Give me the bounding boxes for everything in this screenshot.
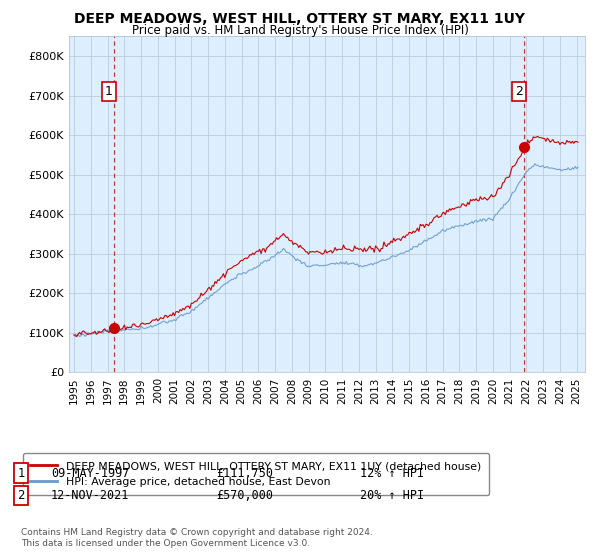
Text: Price paid vs. HM Land Registry's House Price Index (HPI): Price paid vs. HM Land Registry's House … bbox=[131, 24, 469, 37]
Text: 1: 1 bbox=[17, 466, 25, 480]
Text: 2: 2 bbox=[515, 85, 523, 98]
Text: Contains HM Land Registry data © Crown copyright and database right 2024.
This d: Contains HM Land Registry data © Crown c… bbox=[21, 528, 373, 548]
Text: 09-MAY-1997: 09-MAY-1997 bbox=[51, 466, 130, 480]
Text: 20% ↑ HPI: 20% ↑ HPI bbox=[360, 489, 424, 502]
Text: £111,750: £111,750 bbox=[216, 466, 273, 480]
Text: 12-NOV-2021: 12-NOV-2021 bbox=[51, 489, 130, 502]
Text: 2: 2 bbox=[17, 489, 25, 502]
Text: DEEP MEADOWS, WEST HILL, OTTERY ST MARY, EX11 1UY: DEEP MEADOWS, WEST HILL, OTTERY ST MARY,… bbox=[74, 12, 526, 26]
Legend: DEEP MEADOWS, WEST HILL, OTTERY ST MARY, EX11 1UY (detached house), HPI: Average: DEEP MEADOWS, WEST HILL, OTTERY ST MARY,… bbox=[23, 453, 489, 494]
Text: 12% ↑ HPI: 12% ↑ HPI bbox=[360, 466, 424, 480]
Text: £570,000: £570,000 bbox=[216, 489, 273, 502]
Text: 1: 1 bbox=[105, 85, 113, 98]
